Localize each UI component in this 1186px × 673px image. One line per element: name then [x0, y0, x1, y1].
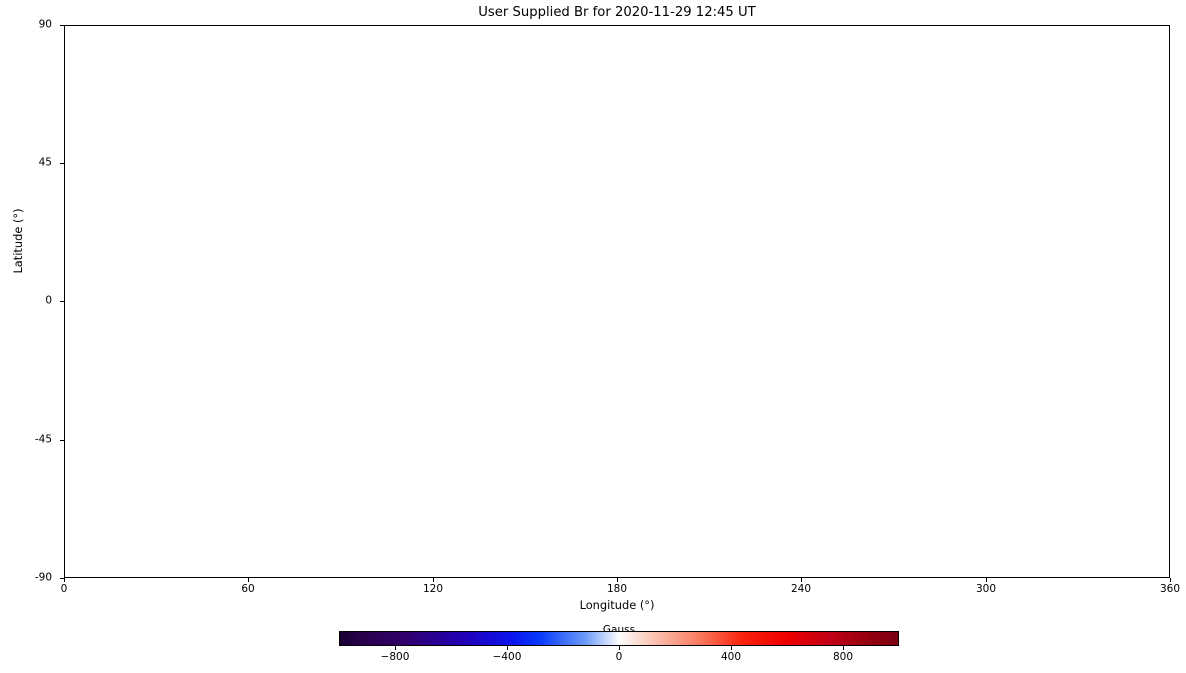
y-ticklabel-4: -90 [34, 571, 52, 584]
y-ticklabel-1: 45 [38, 156, 52, 169]
colorbar-tick-0 [395, 646, 396, 650]
colorbar-tick-4 [843, 646, 844, 650]
x-tick-3 [617, 578, 618, 582]
colorbar-tick-3 [731, 646, 732, 650]
page-title: User Supplied Br for 2020-11-29 12:45 UT [478, 5, 756, 20]
colorbar-ticklabel-1: −400 [492, 651, 522, 663]
y-ticklabel-3: -45 [34, 433, 52, 446]
colorbar-ticklabel-4: 800 [832, 651, 854, 663]
x-ticklabel-2: 120 [422, 583, 444, 595]
y-tick-3 [60, 440, 64, 441]
plot-axes-frame [64, 25, 1170, 578]
x-tick-5 [986, 578, 987, 582]
y-ticklabel-2: 0 [45, 294, 52, 307]
y-tick-2 [60, 301, 64, 302]
colorbar-ticklabel-2: 0 [615, 651, 623, 663]
x-ticklabel-6: 360 [1159, 583, 1181, 595]
colorbar-tick-1 [507, 646, 508, 650]
x-tick-2 [433, 578, 434, 582]
y-tick-4 [60, 578, 64, 579]
colorbar-tick-2 [619, 646, 620, 650]
x-tick-6 [1170, 578, 1171, 582]
x-axis-label: Longitude (°) [579, 598, 655, 612]
x-ticklabel-1: 60 [241, 583, 255, 595]
x-ticklabel-3: 180 [606, 583, 628, 595]
x-tick-0 [64, 578, 65, 582]
x-ticklabel-5: 300 [975, 583, 997, 595]
plot-data-area [65, 26, 1169, 577]
y-ticklabel-0: 90 [38, 18, 52, 31]
x-tick-1 [248, 578, 249, 582]
x-ticklabel-0: 0 [60, 583, 68, 595]
y-axis-label: Latitude (°) [11, 208, 25, 274]
colorbar-gradient [339, 631, 899, 646]
y-tick-0 [60, 25, 64, 26]
x-ticklabel-4: 240 [790, 583, 812, 595]
y-tick-1 [60, 163, 64, 164]
x-tick-4 [801, 578, 802, 582]
colorbar-ticklabel-0: −800 [380, 651, 410, 663]
colorbar-ticklabel-3: 400 [720, 651, 742, 663]
colorbar [339, 631, 899, 646]
